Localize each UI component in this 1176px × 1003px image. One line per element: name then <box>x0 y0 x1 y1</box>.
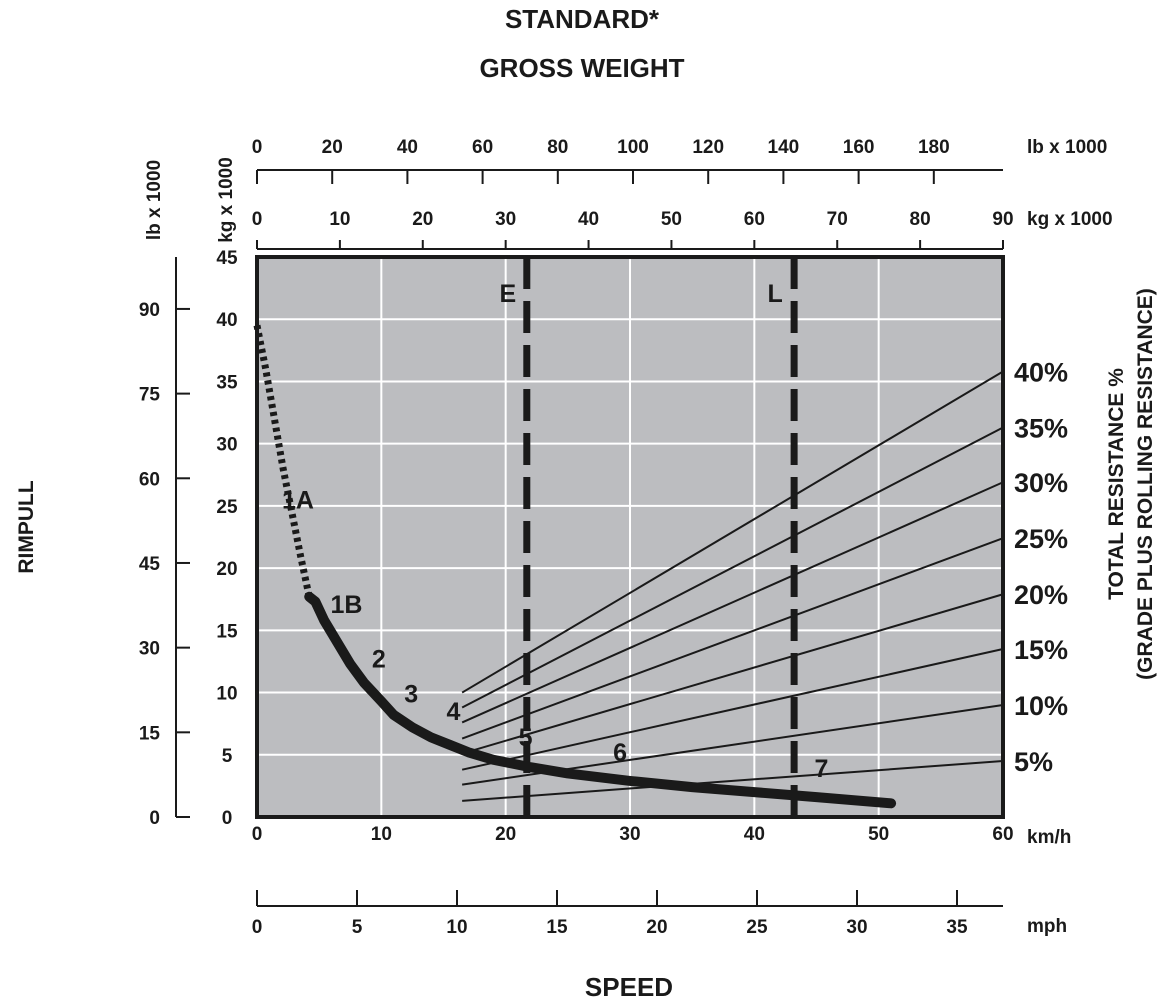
x2-tick-label: 10 <box>446 917 467 938</box>
x2-tick-label: 15 <box>546 917 568 938</box>
gw-kg-unit-top: kg x 1000 <box>1027 209 1113 230</box>
gw-kg-tick-label: 90 <box>992 209 1013 230</box>
gw-lb-tick-label: 80 <box>547 137 568 158</box>
y-tick-label: 20 <box>216 559 237 580</box>
resistance-label: 35% <box>1014 413 1068 443</box>
y-tick-label: 10 <box>216 684 237 705</box>
curve-solid <box>304 591 897 809</box>
right-axis-title-line-1: TOTAL RESISTANCE % <box>1105 368 1128 600</box>
x-tick-label: 30 <box>619 824 640 845</box>
resistance-lines: 40% 35% 30% 25% 20% 15% 10% 5% <box>461 357 1068 802</box>
resistance-label: 20% <box>1014 580 1068 610</box>
gw-lb-tick-label: 100 <box>617 137 649 158</box>
gw-lb-tick-label: 40 <box>397 137 418 158</box>
gw-kg-tick-label: 60 <box>744 209 765 230</box>
y-axis-title: RIMPULL <box>15 480 38 573</box>
y-unit-label: kg x 1000 <box>216 157 237 243</box>
y-tick-label: 25 <box>216 497 238 518</box>
gw-lb-tick-label: 60 <box>472 137 493 158</box>
gw-lb-tick-label: 20 <box>322 137 343 158</box>
x2-tick-label: 5 <box>352 917 363 938</box>
curve-dotted <box>253 324 313 598</box>
gear-labels: 1A 1B 234 5 6 7 <box>282 486 828 783</box>
x-tick-label: 40 <box>744 824 765 845</box>
x2-tick-label: 20 <box>646 917 667 938</box>
gw-lb-tick-label: 120 <box>692 137 724 158</box>
gw-kg-tick-label: 0 <box>252 209 263 230</box>
gw-kg-tick-label: 50 <box>661 209 682 230</box>
y2-tick-label: 0 <box>149 808 160 829</box>
resistance-line <box>462 760 1004 802</box>
resistance-line <box>461 648 1004 771</box>
gw-kg-tick-label: 40 <box>578 209 599 230</box>
y-tick-label: 0 <box>222 808 233 829</box>
resistance-line <box>461 593 1004 755</box>
y-tick-label: 35 <box>216 372 238 393</box>
grid-lines <box>257 257 1003 817</box>
x-tick-label: 60 <box>992 824 1013 845</box>
y-tick-label: 40 <box>216 310 237 331</box>
gear-label: 1A <box>282 486 314 514</box>
gw-lb-tick-label: 160 <box>843 137 875 158</box>
y-tick-label: 15 <box>216 621 238 642</box>
x2-tick-label: 25 <box>746 917 768 938</box>
gw-kg-tick-label: 20 <box>412 209 433 230</box>
x2-tick-label: 35 <box>946 917 968 938</box>
resistance-line <box>461 537 1004 740</box>
x2-unit-label: mph <box>1027 916 1067 937</box>
x2-tick-label: 30 <box>846 917 867 938</box>
y2-unit-label: lb x 1000 <box>144 160 165 240</box>
y2-tick-label: 75 <box>139 385 161 406</box>
resistance-label: 5% <box>1014 747 1053 777</box>
y2-tick-label: 30 <box>139 639 160 660</box>
y2-tick-label: 45 <box>139 554 161 575</box>
plot-border <box>255 255 1005 819</box>
gear-label: 5 <box>519 724 533 752</box>
gw-kg-tick-label: 70 <box>827 209 848 230</box>
marker-label: L <box>767 280 782 308</box>
resistance-line <box>461 370 1004 694</box>
gear-label: 3 <box>404 681 418 709</box>
gw-kg-tick-label: 10 <box>329 209 350 230</box>
gear-label: 2 <box>372 646 386 674</box>
x-tick-label: 0 <box>252 824 263 845</box>
x-tick-label: 10 <box>371 824 392 845</box>
gw-lb-tick-label: 180 <box>918 137 950 158</box>
x-unit-label: km/h <box>1027 827 1071 848</box>
chart-title-line-2: GROSS WEIGHT <box>479 53 684 83</box>
resistance-label: 30% <box>1014 468 1068 498</box>
resistance-label: 10% <box>1014 691 1068 721</box>
rimpull-curve <box>253 324 897 809</box>
gear-label: 6 <box>613 739 627 767</box>
y-tick-label: 45 <box>216 248 238 269</box>
gear-label: 7 <box>815 755 829 783</box>
y-tick-label: 5 <box>222 746 233 767</box>
gw-kg-tick-label: 30 <box>495 209 516 230</box>
y2-tick-label: 90 <box>139 300 160 321</box>
gear-label: 1B <box>331 591 363 619</box>
resistance-label: 40% <box>1014 357 1068 387</box>
right-axis-title-line-2: (GRADE PLUS ROLLING RESISTANCE) <box>1134 288 1157 680</box>
gw-lb-tick-label: 140 <box>768 137 800 158</box>
resistance-line <box>461 481 1004 724</box>
resistance-label: 15% <box>1014 635 1068 665</box>
x-axis-title: SPEED <box>585 972 673 1002</box>
y2-tick-label: 15 <box>139 723 161 744</box>
resistance-line <box>461 426 1004 709</box>
gear-label: 4 <box>446 698 460 726</box>
x-tick-label: 50 <box>868 824 889 845</box>
gw-lb-tick-label: 0 <box>252 137 263 158</box>
chart-title-line-1: STANDARD* <box>505 4 660 34</box>
y-tick-label: 30 <box>216 435 237 456</box>
x-tick-label: 20 <box>495 824 516 845</box>
resistance-label: 25% <box>1014 524 1068 554</box>
gw-kg-tick-label: 80 <box>910 209 931 230</box>
gw-lb-unit-top: lb x 1000 <box>1027 137 1107 158</box>
y2-tick-label: 60 <box>139 469 160 490</box>
marker-label: E <box>499 280 516 308</box>
x2-tick-label: 0 <box>252 917 263 938</box>
